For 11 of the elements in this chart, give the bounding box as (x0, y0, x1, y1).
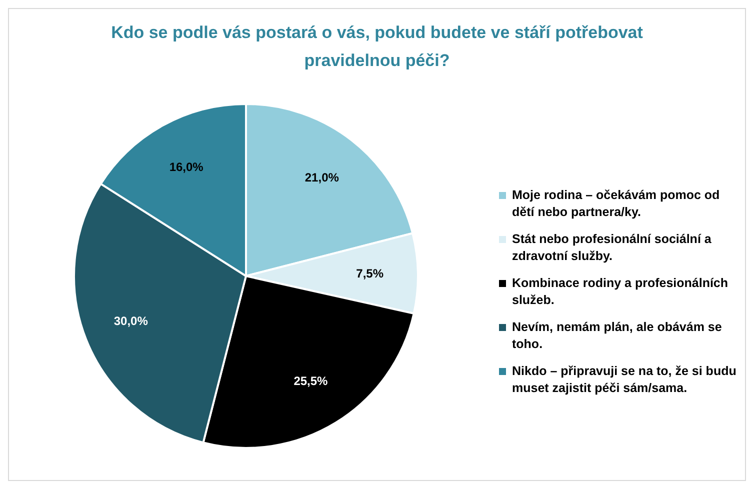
data-label: 16,0% (169, 160, 204, 174)
data-label: 30,0% (114, 314, 148, 328)
data-label: 25,5% (294, 374, 328, 388)
legend-label: Kombinace rodiny a profesionálních služeb. (512, 275, 730, 309)
legend-label: Stát nebo profesionální sociální a zdravotní služby. (512, 231, 712, 265)
data-label: 21,0% (304, 170, 340, 184)
chart-title: Kdo se podle vás postará o vás, pokud budete ve stáří potřebovat pravidelnou péči? (110, 22, 644, 72)
legend-label: Moje rodina – očekávám pomoc od dětí nebo partnera/ky. (512, 187, 721, 221)
legend-label: Nevím, nemám plán, ale obávám se toho. (512, 319, 723, 353)
data-label: 7,5% (356, 266, 384, 280)
legend-label: Nikdo – připravuji se na to, že si budu muset zajistit péči sám/sama. (512, 363, 738, 397)
